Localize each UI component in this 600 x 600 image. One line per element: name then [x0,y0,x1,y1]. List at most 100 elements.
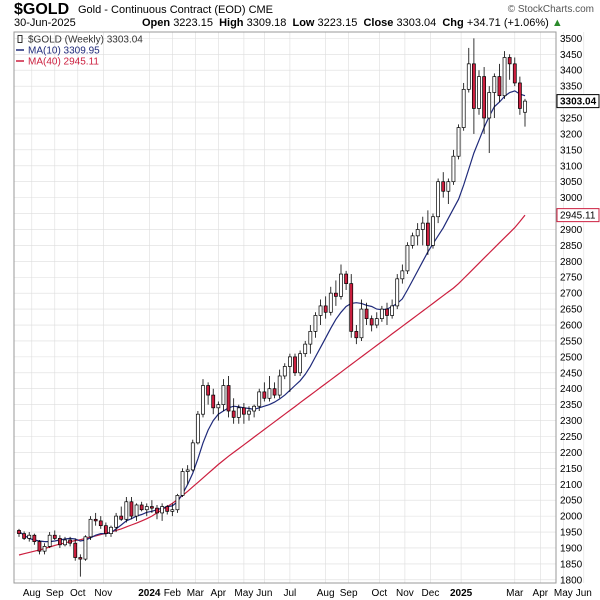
candle-body [502,57,507,97]
candle-body [114,515,118,528]
candle [436,178,440,224]
candle [201,379,205,418]
candle [211,388,216,415]
candle-body [32,534,37,542]
candle [369,315,374,332]
candle-body [308,331,313,345]
candle-body [512,63,517,84]
candle-body [93,518,98,522]
candle-body [252,405,256,412]
ma40-tag-text: 2945.11 [560,211,596,222]
legend-entry: $GOLD (Weekly) 3303.04 [28,35,143,46]
x-tick-label: Jun [576,588,592,599]
candle [477,70,481,115]
y-tick-label: 1900 [560,543,583,554]
candle-body [390,305,394,316]
candle-body [211,394,216,409]
candle [226,375,231,418]
candle [466,47,471,93]
candle-body [359,308,364,339]
candle-body [134,504,139,517]
x-tick-label: Sep [340,588,358,599]
candle-body [129,501,134,517]
candle-body [400,270,405,280]
candle-body [466,63,471,90]
y-tick-label: 2350 [560,400,583,411]
candle-body [431,216,435,246]
stockcharts-watermark[interactable]: © StockCharts.com [507,4,594,15]
candle [395,274,400,310]
candle [98,516,103,529]
candle-body [257,391,262,407]
candle-body [196,413,200,444]
candle [68,536,72,547]
y-tick-label: 2150 [560,464,583,475]
ticker-symbol: $GOLD [14,1,70,18]
candle [380,305,384,322]
x-tick-label: Sep [46,588,64,599]
x-tick-label: May [554,588,573,599]
candle-body [451,155,456,183]
y-tick-label: 3050 [560,177,583,188]
candle [426,210,430,255]
x-tick-label: Apr [211,588,227,599]
x-tick-label: Mar [187,588,205,599]
candle [318,299,323,326]
candle-body [262,391,267,399]
candle [334,280,338,306]
candle-body [78,557,83,560]
candle-body [170,509,175,512]
y-tick-label: 2100 [560,480,583,491]
candle [242,403,246,424]
candle [78,554,83,577]
candle-body [456,127,461,157]
x-tick-label: Jun [256,588,272,599]
candle [451,149,456,185]
candle [160,503,164,521]
candle-body [124,501,129,520]
y-tick-label: 2650 [560,305,583,316]
y-tick-label: 2850 [560,241,583,252]
change-up-arrow-icon: ▲ [551,17,563,29]
candle-body [364,308,369,319]
candles-group [17,38,527,577]
description-text: Gold - Continuous Contract (EOD) [78,4,246,16]
candle-body [160,506,164,514]
low-value: 3223.15 [317,17,358,29]
candle [288,353,292,392]
candle [344,270,348,290]
candle-body [104,525,108,534]
candle-body [83,536,88,560]
change-label: Chg [442,17,464,29]
candle-body [415,229,420,237]
candle-body [63,539,67,546]
last-price-tag [556,94,600,109]
candle-body [441,181,446,192]
candle-body [293,356,297,374]
close-value: 3303.04 [396,17,437,29]
candle-body [420,222,425,230]
y-tick-label: 3000 [560,193,583,204]
y-tick-label: 3450 [560,50,583,61]
candle [73,538,78,561]
y-tick-label: 1800 [560,575,583,586]
candle [461,82,466,131]
candle [109,525,113,537]
candle [420,216,425,246]
candle-body [109,526,113,534]
candle-body [206,385,210,396]
candle-body [282,366,287,377]
candle [47,532,52,548]
candle [124,497,129,523]
candle [518,76,522,115]
candle-body [323,305,328,313]
candle [236,404,241,424]
ma40-line [18,214,526,556]
candle-body [221,385,226,405]
candle [196,411,200,445]
candle [180,468,185,498]
candle-body [328,292,333,313]
candle-body [344,273,348,284]
candle-body [349,283,354,332]
